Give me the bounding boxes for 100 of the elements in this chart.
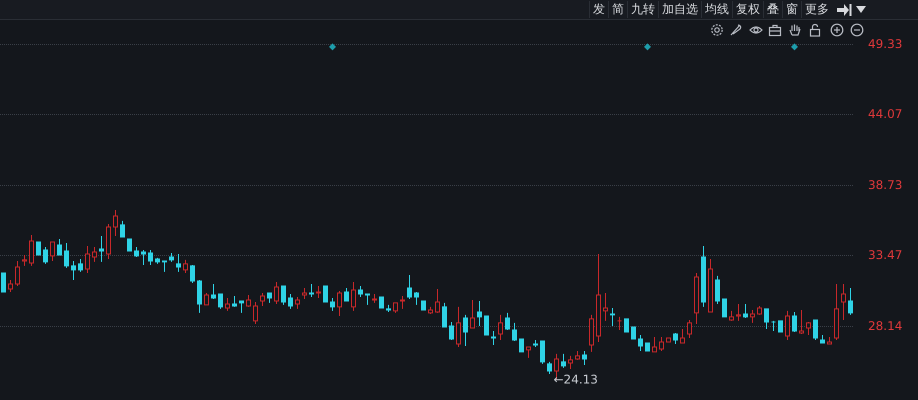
candlestick <box>386 304 391 312</box>
candlestick <box>197 280 202 314</box>
candlestick <box>407 274 412 300</box>
candlestick <box>848 288 853 316</box>
candlestick <box>162 260 167 272</box>
candlestick <box>99 235 104 262</box>
candlestick <box>57 238 62 256</box>
candlestick <box>379 296 384 308</box>
candlestick <box>22 254 27 266</box>
candlestick <box>778 320 783 332</box>
candlestick <box>204 292 209 306</box>
candlestick <box>190 264 195 284</box>
candlestick <box>260 292 265 306</box>
candlestick <box>540 340 545 364</box>
text: 简 <box>608 1 627 18</box>
candlestick <box>106 223 111 260</box>
candlestick <box>302 288 307 300</box>
candlestick <box>120 220 125 238</box>
candlestick <box>596 253 601 342</box>
text: 复权 <box>732 1 763 18</box>
candlestick <box>505 312 510 330</box>
candlestick <box>281 286 286 306</box>
candlestick <box>36 241 41 256</box>
text: 叠 <box>763 1 782 18</box>
candlestick <box>743 304 748 318</box>
candlestick <box>442 302 447 328</box>
candlestick <box>547 361 552 375</box>
candlestick <box>141 249 146 266</box>
candlestick <box>232 296 237 308</box>
y-tick-label: 44.07 <box>868 106 902 121</box>
candlestick <box>274 282 279 304</box>
candlestick <box>344 288 349 302</box>
candlestick <box>827 336 832 344</box>
candlestick <box>652 336 657 352</box>
candlestick <box>526 346 531 358</box>
candlestick <box>351 282 356 312</box>
candlestick <box>8 280 13 293</box>
text: 窗 <box>782 1 801 18</box>
candlestick <box>365 294 370 306</box>
candlestick <box>666 337 671 342</box>
candlestick <box>477 300 482 326</box>
candlestick <box>183 259 188 274</box>
candlestick <box>589 314 594 352</box>
candlestick <box>169 252 174 262</box>
candlestick <box>638 334 643 352</box>
candlestick <box>799 309 804 334</box>
candlestick <box>316 286 321 299</box>
candlestick <box>309 284 314 298</box>
candlestick <box>722 298 727 318</box>
candlestick <box>414 292 419 306</box>
candlestick <box>337 290 342 316</box>
text: 更多 <box>801 1 832 18</box>
candlestick <box>603 292 608 322</box>
candlestick <box>617 316 622 330</box>
candlestick <box>134 246 139 258</box>
candlestick <box>358 286 363 298</box>
candlestick <box>673 332 678 344</box>
candlestick <box>155 257 160 264</box>
y-tick-label: 49.33 <box>868 36 902 51</box>
y-tick-label: 33.47 <box>868 248 902 262</box>
candlestick <box>484 315 489 336</box>
candlestick <box>610 307 615 326</box>
candlestick <box>43 246 48 264</box>
candlestick <box>330 298 335 312</box>
candlestick <box>50 241 55 262</box>
candlestick <box>372 294 377 304</box>
candlestick <box>253 302 258 324</box>
candlestick <box>533 339 538 348</box>
candlestick <box>421 300 426 310</box>
candlestick <box>729 310 734 322</box>
candlestick <box>491 330 496 346</box>
candlestick <box>785 310 790 340</box>
text: 加自选 <box>658 1 701 18</box>
candlestick <box>470 300 475 328</box>
candlestick <box>176 253 181 272</box>
candlestick <box>820 334 825 344</box>
candlestick <box>708 258 713 312</box>
candlestick <box>64 242 69 268</box>
candlestick <box>127 238 132 252</box>
candlestick <box>71 260 76 281</box>
candlestick <box>15 260 20 287</box>
candlestick <box>78 258 83 272</box>
candlestick <box>631 326 636 340</box>
candlestick <box>757 306 762 316</box>
candlestick <box>85 245 90 274</box>
candlestick <box>519 338 524 352</box>
y-tick-label: 28.14 <box>868 318 902 333</box>
candlestick <box>239 300 244 314</box>
candlestick <box>575 350 580 360</box>
candlestick <box>113 210 118 236</box>
candlestick <box>1 272 6 293</box>
candlestick <box>218 294 223 310</box>
candlestick <box>246 294 251 308</box>
candlestick <box>582 350 587 366</box>
candlestick <box>512 322 517 342</box>
annotation: ←24.13 <box>554 372 598 386</box>
candlestick <box>715 275 720 304</box>
candlestick <box>323 286 328 303</box>
candlestick <box>764 308 769 330</box>
candlestick <box>498 314 503 340</box>
